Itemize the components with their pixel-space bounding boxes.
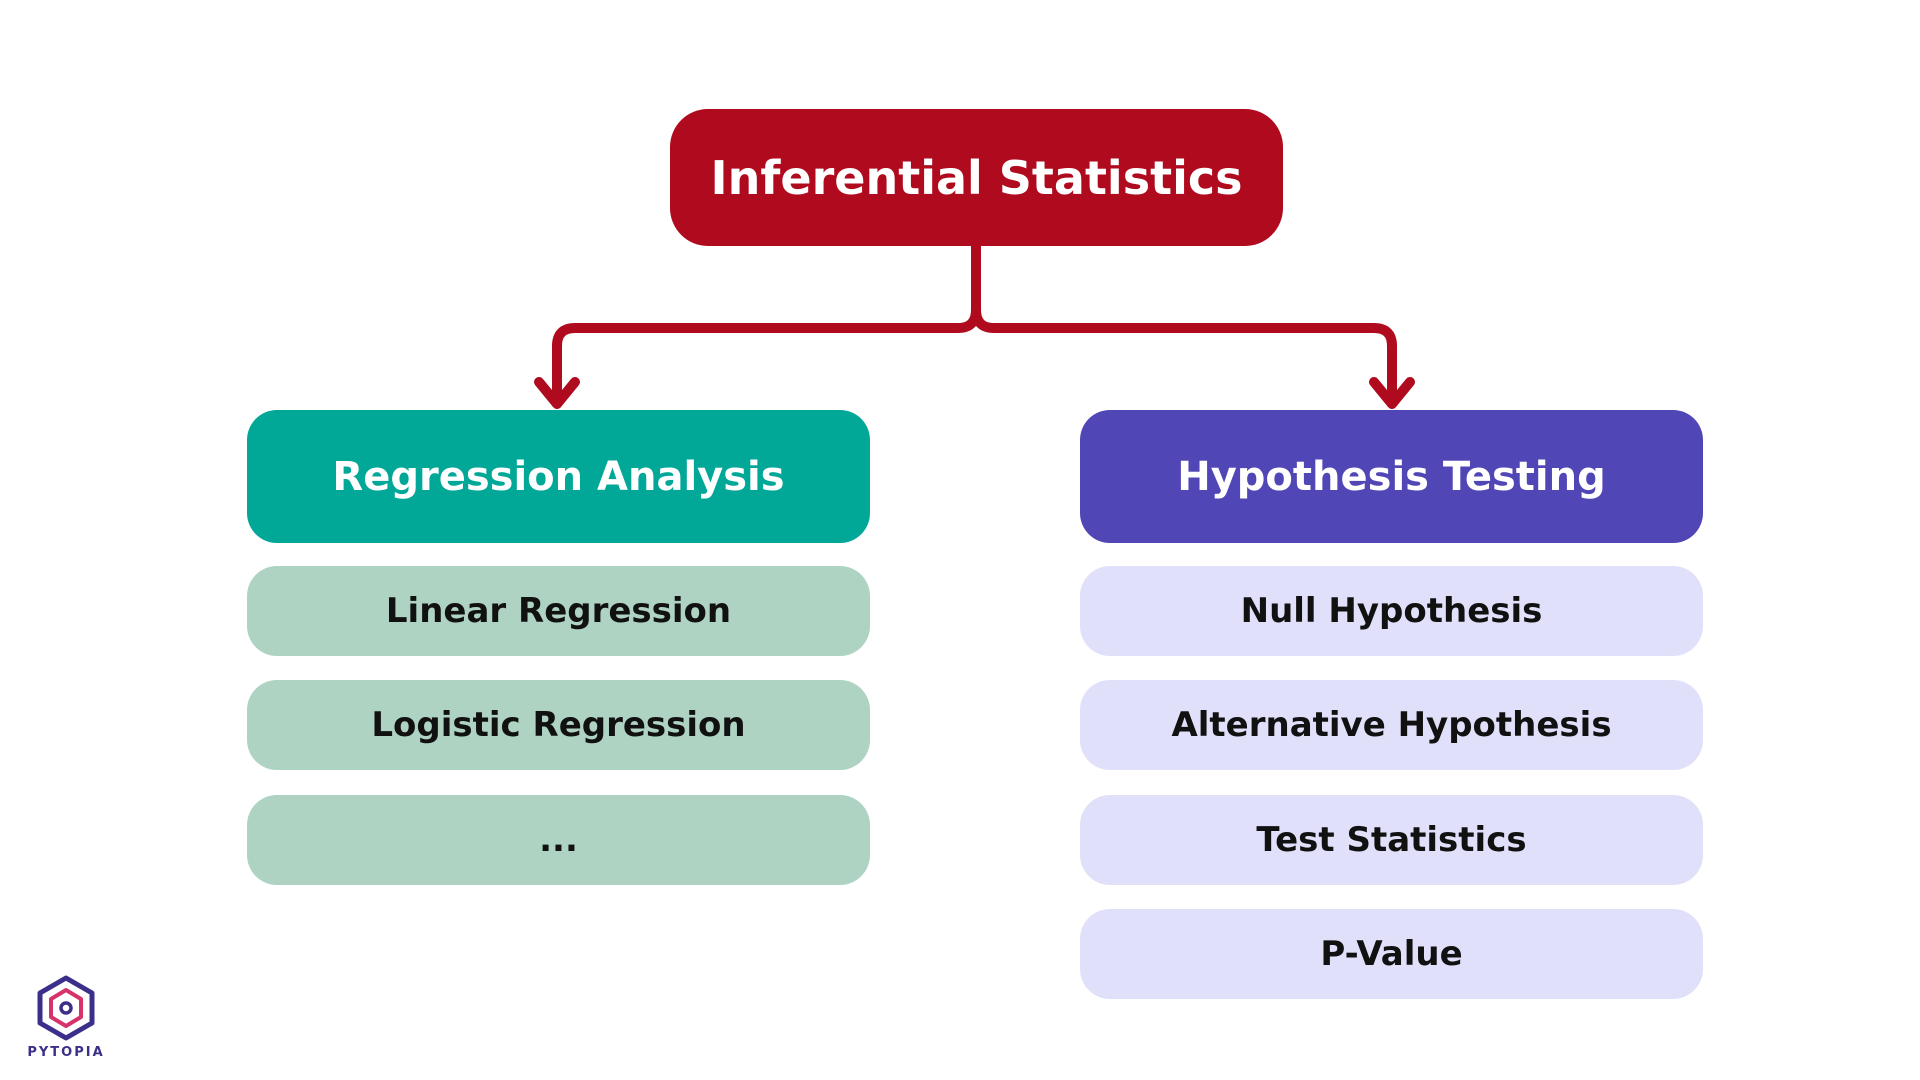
arrowhead-right bbox=[1369, 377, 1415, 409]
list-item-p-value: P-Value bbox=[1080, 909, 1703, 999]
list-item-label: Null Hypothesis bbox=[1240, 591, 1543, 631]
connector-to-hypothesis-testing bbox=[971, 305, 1397, 405]
list-item-label: P-Value bbox=[1320, 934, 1463, 974]
connector-to-regression-analysis bbox=[552, 241, 981, 405]
pytopia-logo: PYTOPIA bbox=[27, 975, 105, 1060]
list-item-linear-regression: Linear Regression bbox=[247, 566, 870, 656]
branch-node-regression-analysis: Regression Analysis bbox=[247, 410, 870, 543]
list-item-alternative-hypothesis: Alternative Hypothesis bbox=[1080, 680, 1703, 770]
list-item-test-statistics: Test Statistics bbox=[1080, 795, 1703, 885]
branch-node-hypothesis-testing: Hypothesis Testing bbox=[1080, 410, 1703, 543]
list-item-ellipsis: ... bbox=[247, 795, 870, 885]
root-node-inferential-statistics: Inferential Statistics bbox=[670, 109, 1283, 246]
list-item-null-hypothesis: Null Hypothesis bbox=[1080, 566, 1703, 656]
branch-node-label: Hypothesis Testing bbox=[1177, 453, 1606, 500]
pytopia-hexagon-icon bbox=[37, 975, 95, 1041]
list-item-label: ... bbox=[539, 820, 578, 860]
arrowhead-left bbox=[534, 377, 580, 409]
list-item-label: Logistic Regression bbox=[371, 705, 746, 745]
root-node-label: Inferential Statistics bbox=[710, 150, 1243, 205]
list-item-label: Test Statistics bbox=[1256, 820, 1527, 860]
list-item-label: Linear Regression bbox=[385, 591, 732, 631]
branch-node-label: Regression Analysis bbox=[332, 453, 785, 500]
pytopia-logo-text: PYTOPIA bbox=[27, 1045, 105, 1060]
list-item-logistic-regression: Logistic Regression bbox=[247, 680, 870, 770]
list-item-label: Alternative Hypothesis bbox=[1171, 705, 1612, 745]
